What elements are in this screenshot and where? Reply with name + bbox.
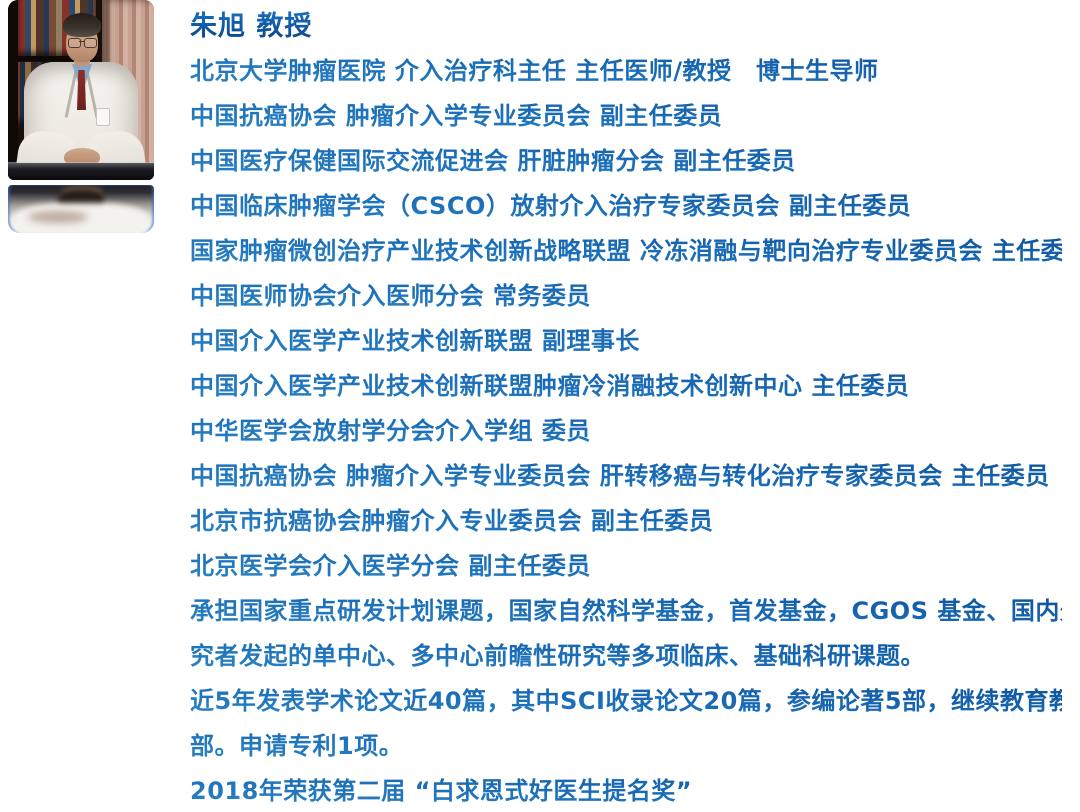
bio-line: 承担国家重点研发计划课题，国家自然科学基金，首发基金，CGOS 基金、国内外研 <box>190 586 1080 631</box>
reflection-shading <box>28 211 88 223</box>
bio-line: 中国临床肿瘤学会（CSCO）放射介入治疗专家委员会 副主任委员 <box>190 181 1062 226</box>
bio-text-block: 朱旭 教授 北京大学肿瘤医院 介入治疗科主任 主任医师/教授 博士生导师 中国抗癌… <box>190 1 1080 812</box>
bio-line: 北京市抗癌协会肿瘤介入专业委员会 副主任委员 <box>190 496 1062 541</box>
bio-line: 究者发起的单中心、多中心前瞻性研究等多项临床、基础科研课题。 <box>190 631 1062 676</box>
bio-line: 部。申请专利1项。 <box>190 721 1062 766</box>
bio-line: 中国抗癌协会 肿瘤介入学专业委员会 副主任委员 <box>190 91 1062 136</box>
doctor-name-title: 朱旭 教授 <box>190 1 1062 46</box>
bio-lines: 北京大学肿瘤医院 介入治疗科主任 主任医师/教授 博士生导师 中国抗癌协会 肿瘤介… <box>190 46 1080 812</box>
doctor-photo-main <box>8 0 154 180</box>
desk-surface <box>8 163 154 180</box>
bio-line: 中国介入医学产业技术创新联盟 副理事长 <box>190 316 1062 361</box>
bio-line: 中华医学会放射学分会介入学组 委员 <box>190 406 1062 451</box>
glasses <box>68 38 81 48</box>
bio-line: 2018年荣获第二届 “白求恩式好医生提名奖” <box>190 766 1062 811</box>
bio-line: 中国介入医学产业技术创新联盟肿瘤冷消融技术创新中心 主任委员 <box>190 361 1062 406</box>
bio-line: 中国医师协会介入医师分会 常务委员 <box>190 271 1062 316</box>
id-badge <box>96 108 110 126</box>
bio-line: 中国医疗保健国际交流促进会 肝脏肿瘤分会 副主任委员 <box>190 136 1062 181</box>
bookshelf-edge <box>18 56 96 61</box>
glasses <box>79 41 84 42</box>
doctor-hair <box>63 13 101 37</box>
bio-line: 北京医学会介入医学分会 副主任委员 <box>190 541 1062 586</box>
bio-line: 近5年发表学术论文近40篇，其中SCI收录论文20篇，参编论著5部，继续教育教材… <box>190 676 1080 721</box>
doctor-hands <box>64 148 100 166</box>
glasses <box>84 38 97 48</box>
bio-line: 国家肿瘤微创治疗产业技术创新战略联盟 冷冻消融与靶向治疗专业委员会 主任委员 <box>190 226 1080 271</box>
doctor-tie <box>77 70 86 110</box>
doctor-photo <box>8 0 154 233</box>
photo-reflection <box>8 185 154 233</box>
bio-line: 中国抗癌协会 肿瘤介入学专业委员会 肝转移癌与转化治疗专家委员会 主任委员 <box>190 451 1062 496</box>
bio-line: 北京大学肿瘤医院 介入治疗科主任 主任医师/教授 博士生导师 <box>190 46 1062 91</box>
bookshelf-frame <box>8 0 18 180</box>
